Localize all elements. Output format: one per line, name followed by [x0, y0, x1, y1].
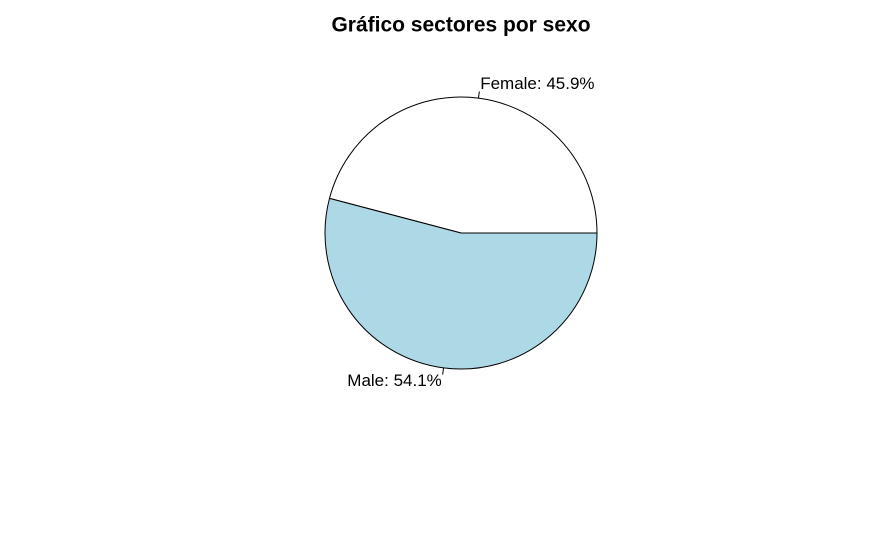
slice-label: Male: 54.1% [347, 371, 442, 390]
pie-slice [328, 96, 598, 234]
chart-title: Gráfico sectores por sexo [331, 14, 590, 37]
leader-line [442, 367, 445, 375]
leader-line [477, 91, 480, 99]
slice-label: Female: 45.9% [480, 74, 594, 93]
